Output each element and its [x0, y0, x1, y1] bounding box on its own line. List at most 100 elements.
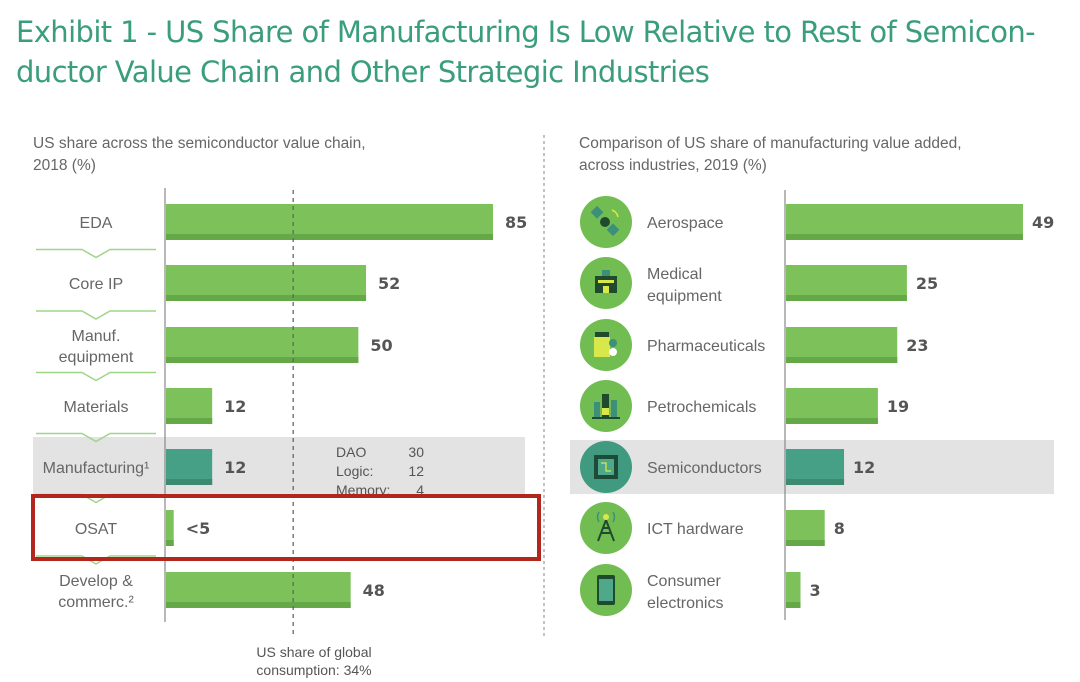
icon-part	[609, 348, 617, 356]
smartphone-icon	[580, 564, 632, 616]
annotation-label: Logic:	[336, 463, 373, 479]
bar-value-label: 23	[906, 336, 928, 355]
chevron-separator	[36, 248, 156, 259]
left-chart-subtitle: US share across the semiconductor value …	[33, 133, 453, 177]
category-label: Core IP	[69, 276, 123, 293]
icon-part	[594, 337, 610, 357]
satellite-icon	[580, 196, 632, 248]
chevron-separator	[36, 432, 156, 443]
bar-value-label: 25	[916, 274, 938, 293]
category-label: Pharmaceuticals	[647, 338, 765, 355]
icon-part	[611, 400, 617, 417]
bar-shadow	[786, 295, 907, 301]
category-label: Develop &	[59, 573, 133, 590]
bar-shadow	[166, 479, 213, 485]
bar	[786, 572, 801, 608]
category-label: Petrochemicals	[647, 399, 756, 416]
chart-title-line: Exhibit 1 - US Share of Manufacturing Is…	[16, 15, 1036, 49]
caption-line: US share of global	[256, 644, 372, 660]
icon-part	[595, 332, 609, 337]
microchip-icon	[580, 441, 632, 493]
subtitle-line: 2018 (%)	[33, 157, 96, 174]
bar-shadow	[786, 234, 1023, 240]
icon-part	[599, 579, 613, 601]
bar-value-label: <5	[186, 519, 211, 538]
bar-value-label: 19	[887, 397, 909, 416]
category-label: Manufacturing¹	[43, 460, 150, 477]
subtitle-line: Comparison of US share of manufacturing …	[579, 135, 962, 152]
refinery-icon	[580, 380, 632, 432]
bar-value-label: 48	[363, 581, 385, 600]
bar-shadow	[786, 602, 801, 608]
icon-part	[601, 462, 611, 472]
category-label: electronics	[647, 595, 723, 612]
category-label: EDA	[80, 215, 113, 232]
category-label: commerc.²	[58, 594, 134, 611]
category-label: ICT hardware	[647, 521, 744, 538]
bar-shadow	[166, 540, 174, 546]
chevron-separator	[36, 555, 156, 565]
bar-shadow	[786, 540, 825, 546]
bar-value-label: 49	[1032, 213, 1054, 232]
bar	[166, 510, 174, 546]
annotation-label: DAO	[336, 444, 366, 460]
reference-line-caption: US share of global consumption: 34%	[228, 643, 400, 679]
category-label: Medical	[647, 266, 702, 283]
category-label: Consumer	[647, 573, 721, 590]
chevron-separator	[36, 371, 156, 382]
antenna-tower-icon	[580, 502, 632, 554]
right-chart-subtitle: Comparison of US share of manufacturing …	[579, 133, 1029, 177]
icon-part	[597, 519, 615, 542]
bar-value-label: 12	[853, 458, 875, 477]
bar-value-label: 3	[810, 581, 821, 600]
icon-part	[596, 511, 616, 523]
highlight-band	[33, 437, 525, 497]
icon-part	[603, 286, 609, 293]
bar-value-label: 8	[834, 519, 845, 538]
bar-value-label: 12	[224, 397, 246, 416]
bar-shadow	[786, 418, 878, 424]
icon-part	[603, 514, 609, 520]
caption-line: consumption: 34%	[256, 662, 372, 678]
bar-shadow	[786, 479, 845, 485]
icon-part	[592, 417, 620, 419]
icon-part	[609, 339, 617, 347]
chart-title-line: ductor Value Chain and Other Strategic I…	[16, 55, 710, 89]
medicine-bottle-icon	[580, 319, 632, 371]
bar-shadow	[166, 418, 213, 424]
bar-shadow	[166, 295, 367, 301]
icon-part	[594, 402, 600, 417]
bar-shadow	[166, 602, 351, 608]
bar-shadow	[166, 357, 359, 363]
icon-part	[602, 394, 609, 417]
category-label: Aerospace	[647, 215, 724, 232]
category-label: Materials	[64, 399, 129, 416]
category-label: equipment	[59, 349, 134, 366]
bar-value-label: 52	[378, 274, 400, 293]
callout-box	[31, 494, 541, 561]
icon-part	[602, 270, 610, 276]
bar-shadow	[786, 357, 898, 363]
annotation-value: 12	[408, 463, 424, 479]
icon-part	[600, 217, 610, 227]
bar-value-label: 12	[224, 458, 246, 477]
subtitle-line: across industries, 2019 (%)	[579, 157, 767, 174]
icon-part	[598, 280, 614, 283]
bar-value-label: 85	[505, 213, 527, 232]
category-label: OSAT	[75, 521, 118, 538]
chevron-separator	[36, 310, 156, 320]
icon-part	[602, 408, 609, 415]
annotation-mask	[326, 498, 436, 508]
category-label: Manuf.	[72, 328, 121, 345]
annotation-value: 30	[408, 444, 424, 460]
category-label: Semiconductors	[647, 460, 762, 477]
chart-title: Exhibit 1 - US Share of Manufacturing Is…	[16, 12, 1076, 92]
annotation-value: 4	[416, 482, 424, 498]
bar-shadow	[166, 234, 493, 240]
icon-part	[611, 209, 619, 218]
category-label: equipment	[647, 288, 722, 305]
hospital-icon	[580, 257, 632, 309]
subtitle-line: US share across the semiconductor value …	[33, 135, 366, 152]
bar-value-label: 50	[370, 336, 392, 355]
